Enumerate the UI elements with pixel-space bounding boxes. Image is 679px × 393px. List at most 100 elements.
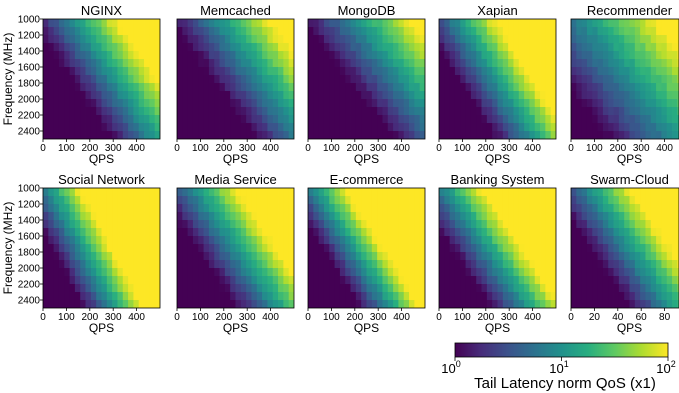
heatmap-cell: [240, 67, 247, 76]
heatmap-cell: [481, 27, 488, 36]
heatmap-cell: [486, 236, 493, 245]
heatmap-cell: [318, 131, 325, 139]
heatmap-cell: [597, 51, 604, 60]
heatmap-cell: [545, 19, 552, 28]
heatmap-cell: [534, 51, 541, 60]
heatmap-cell: [666, 59, 673, 68]
heatmap-cell: [624, 107, 630, 116]
heatmap-cell: [618, 252, 625, 261]
heatmap-cell: [133, 204, 140, 213]
heatmap-cell: [439, 300, 445, 308]
heatmap-cell: [313, 59, 320, 68]
heatmap-cell: [460, 260, 466, 269]
heatmap-cell: [329, 83, 335, 92]
heatmap-cell: [476, 51, 482, 60]
heatmap-cell: [128, 228, 134, 237]
x-tick-label: 200: [215, 312, 232, 323]
heatmap-cell: [154, 188, 160, 197]
heatmap-cell: [576, 284, 583, 293]
heatmap-cell: [240, 196, 247, 205]
heatmap-cell: [481, 212, 488, 221]
heatmap-cell: [586, 292, 593, 301]
heatmap-cell: [513, 67, 520, 76]
heatmap-cell: [240, 244, 247, 253]
heatmap-cell: [581, 27, 588, 36]
heatmap-cell: [74, 284, 81, 293]
heatmap-cell: [43, 228, 49, 237]
heatmap-cell: [613, 284, 620, 293]
heatmap-cell: [387, 27, 394, 36]
heatmap-cell: [138, 131, 145, 139]
heatmap-cell: [672, 252, 678, 261]
heatmap-cell: [650, 59, 657, 68]
heatmap-cell: [393, 107, 399, 116]
heatmap-cell: [138, 123, 145, 132]
heatmap-cell: [409, 19, 415, 28]
heatmap-cell: [366, 75, 373, 84]
heatmap-cell: [272, 252, 279, 261]
heatmap-cell: [272, 196, 279, 205]
heatmap-cell: [308, 292, 314, 301]
heatmap-cell: [355, 99, 362, 108]
heatmap-cell: [339, 51, 346, 60]
heatmap-cell: [224, 196, 231, 205]
heatmap-cell: [414, 35, 421, 44]
heatmap-cell: [230, 67, 236, 76]
heatmap-cell: [182, 35, 189, 44]
heatmap-cell: [154, 131, 160, 139]
heatmap-cell: [540, 196, 546, 205]
heatmap-cell: [329, 43, 335, 52]
heatmap-cell: [345, 59, 351, 68]
heatmap-cell: [361, 19, 367, 28]
heatmap-cell: [272, 35, 279, 44]
heatmap-cell: [382, 292, 389, 301]
heatmap-cell: [540, 91, 546, 100]
heatmap-cell: [267, 276, 274, 285]
heatmap-cell: [187, 59, 194, 68]
heatmap-cell: [329, 123, 335, 132]
heatmap-cell: [592, 99, 598, 108]
heatmap-cell: [481, 123, 488, 132]
heatmap-cell: [96, 268, 102, 277]
heatmap-cell: [634, 27, 641, 36]
heatmap-cell: [486, 123, 493, 132]
heatmap-cell: [540, 220, 546, 229]
heatmap-cell: [144, 268, 150, 277]
heatmap-cell: [101, 284, 108, 293]
heatmap-cell: [187, 268, 194, 277]
heatmap-cell: [513, 292, 520, 301]
heatmap-cell: [502, 75, 509, 84]
heatmap-cell: [288, 244, 294, 253]
heatmap-cell: [154, 115, 160, 124]
heatmap-cell: [470, 212, 477, 221]
heatmap-cell: [235, 300, 242, 308]
heatmap-cell: [203, 91, 210, 100]
heatmap-cell: [138, 19, 145, 28]
heatmap-cell: [371, 131, 378, 139]
heatmap-cell: [128, 131, 134, 139]
heatmap-cell: [90, 83, 97, 92]
heatmap-cell: [419, 212, 425, 221]
heatmap-cell: [529, 244, 536, 253]
heatmap-cell: [419, 43, 425, 52]
heatmap-cell: [256, 228, 263, 237]
heatmap-cell: [409, 260, 415, 269]
heatmap-cell: [465, 188, 472, 197]
heatmap-cell: [58, 27, 65, 36]
heatmap-cell: [502, 228, 509, 237]
heatmap-cell: [492, 75, 498, 84]
heatmap-cell: [323, 196, 330, 205]
heatmap-cell: [203, 75, 210, 84]
heatmap-cell: [618, 220, 625, 229]
heatmap-cell: [53, 59, 60, 68]
heatmap-cell: [80, 300, 86, 308]
heatmap-cell: [597, 300, 604, 308]
heatmap-cell: [345, 268, 351, 277]
heatmap-cell: [492, 91, 498, 100]
heatmap-cell: [154, 244, 160, 253]
heatmap-cell: [581, 204, 588, 213]
heatmap-cell: [581, 123, 588, 132]
heatmap-cell: [334, 204, 341, 213]
heatmap-cell: [318, 292, 325, 301]
heatmap-cell: [645, 131, 652, 139]
